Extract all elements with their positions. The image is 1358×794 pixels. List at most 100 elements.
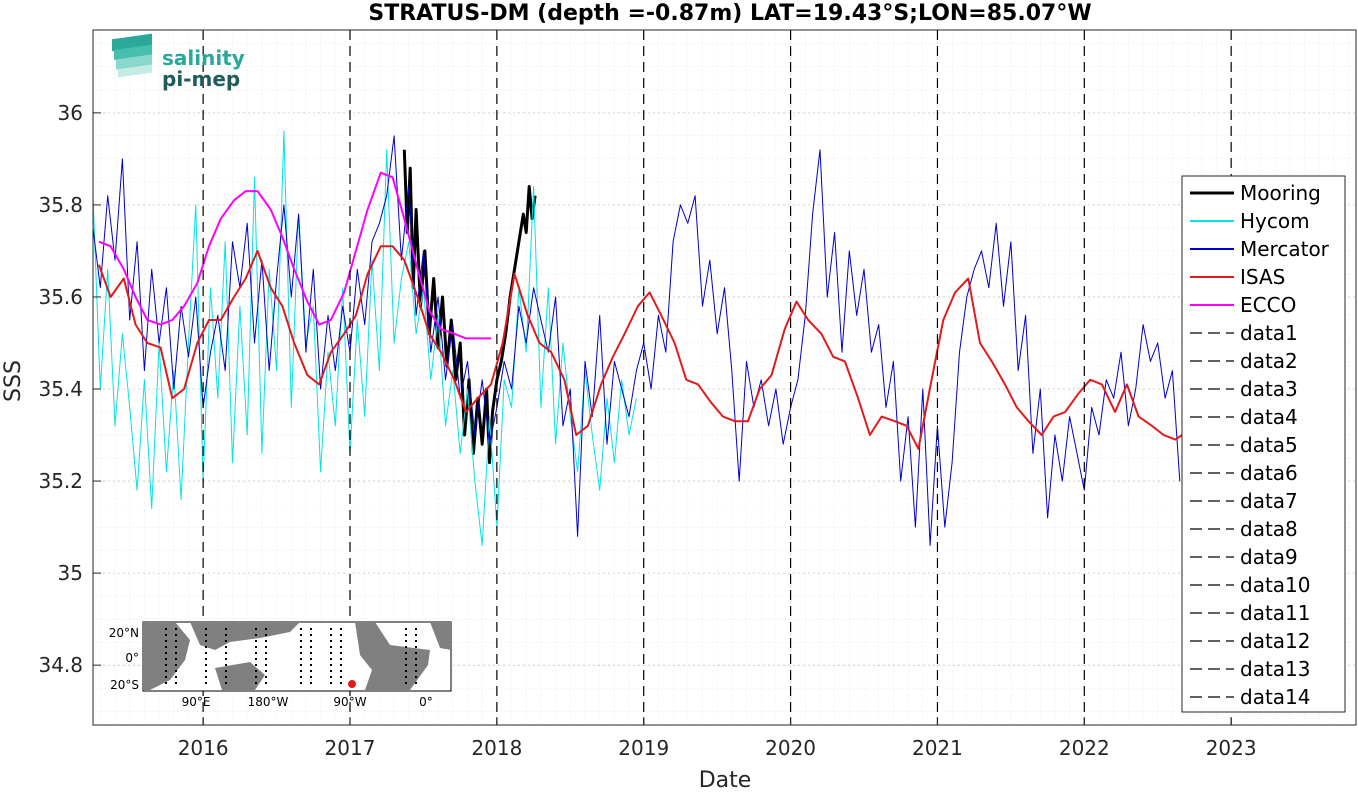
inset-dot xyxy=(265,658,267,660)
inset-dot xyxy=(310,640,312,642)
inset-dot xyxy=(265,634,267,636)
inset-land-america xyxy=(355,622,430,690)
inset-dot xyxy=(225,640,227,642)
inset-dot xyxy=(300,664,302,666)
axes: 34.8 35 35.2 35.4 35.6 35.8 36 2016 2017 2018 2019… xyxy=(38,29,1357,760)
grid xyxy=(93,30,1356,725)
inset-dot xyxy=(165,670,167,672)
inset-dot xyxy=(205,682,207,684)
inset-dot xyxy=(265,640,267,642)
legend-label: ISAS xyxy=(1240,265,1285,289)
inset-dot xyxy=(225,646,227,648)
legend-item-mooring: Mooring xyxy=(1190,181,1321,205)
y-tick-label: 35 xyxy=(58,561,83,585)
inset-dot xyxy=(165,652,167,654)
legend-label: data9 xyxy=(1240,545,1298,569)
legend-label: data10 xyxy=(1240,573,1311,597)
inset-dot xyxy=(300,682,302,684)
inset-dot xyxy=(265,646,267,648)
legend-label: data6 xyxy=(1240,461,1298,485)
inset-dot xyxy=(340,658,342,660)
legend-item-data14: data14 xyxy=(1190,685,1311,709)
inset-dot xyxy=(330,664,332,666)
inset-dot xyxy=(265,652,267,654)
inset-dot xyxy=(415,676,417,678)
inset-dot xyxy=(205,658,207,660)
inset-dot xyxy=(300,640,302,642)
series-line-hycom xyxy=(92,130,637,546)
inset-dot xyxy=(205,676,207,678)
inset-dot xyxy=(175,682,177,684)
inset-dot xyxy=(165,640,167,642)
inset-dot xyxy=(405,682,407,684)
inset-dot xyxy=(330,634,332,636)
inset-dot xyxy=(175,652,177,654)
logo-line1: salinity xyxy=(162,46,245,70)
inset-dot xyxy=(330,652,332,654)
inset-dot xyxy=(225,628,227,630)
inset-dot xyxy=(415,652,417,654)
inset-land-asia xyxy=(190,622,300,650)
inset-ylabel-0: 0° xyxy=(125,651,139,665)
legend-label: data1 xyxy=(1240,321,1298,345)
inset-dot xyxy=(300,676,302,678)
inset-dot xyxy=(165,658,167,660)
inset-dot xyxy=(415,634,417,636)
x-tick-label: 2016 xyxy=(178,736,229,760)
legend-item-data10: data10 xyxy=(1190,573,1311,597)
inset-dot xyxy=(340,646,342,648)
inset-dot xyxy=(405,628,407,630)
inset-dot xyxy=(255,634,257,636)
x-tick-label: 2023 xyxy=(1206,736,1257,760)
series-line-isas xyxy=(97,245,1190,450)
inset-land-australia xyxy=(215,662,265,690)
inset-dot xyxy=(405,670,407,672)
legend-label: data12 xyxy=(1240,629,1311,653)
legend-label: Mercator xyxy=(1240,237,1330,261)
inset-dot xyxy=(165,664,167,666)
plot-frame xyxy=(92,29,1357,726)
inset-dot xyxy=(300,634,302,636)
legend: Mooring Hycom Mercator ISAS ECCO data1 data2 da… xyxy=(1181,175,1346,713)
inset-dot xyxy=(255,682,257,684)
legend-label: data4 xyxy=(1240,405,1298,429)
legend-label: data11 xyxy=(1240,601,1311,625)
inset-dot xyxy=(310,676,312,678)
salinity-pi-mep-logo: salinity pi-mep xyxy=(112,33,245,91)
inset-dot xyxy=(175,658,177,660)
inset-dot xyxy=(330,670,332,672)
inset-dot xyxy=(300,646,302,648)
inset-dot xyxy=(330,628,332,630)
inset-dot xyxy=(300,628,302,630)
inset-dot xyxy=(340,682,342,684)
inset-dot xyxy=(205,628,207,630)
inset-dot xyxy=(225,676,227,678)
inset-dot xyxy=(340,652,342,654)
inset-dot xyxy=(310,628,312,630)
legend-item-data12: data12 xyxy=(1190,629,1311,653)
inset-dot xyxy=(415,670,417,672)
legend-label: data14 xyxy=(1240,685,1311,709)
inset-location-marker xyxy=(348,680,356,688)
legend-label: ECCO xyxy=(1240,293,1296,317)
inset-dot xyxy=(165,646,167,648)
legend-label: data3 xyxy=(1240,377,1298,401)
inset-dot xyxy=(175,676,177,678)
series-line-mercator xyxy=(92,135,1181,546)
x-tick-label: 2022 xyxy=(1059,736,1110,760)
chart-title: STRATUS-DM (depth =-0.87m) LAT=19.43°S;L… xyxy=(368,1,1091,26)
series-layer xyxy=(92,30,1232,725)
inset-dot xyxy=(405,640,407,642)
inset-xlabel-0: 0° xyxy=(419,695,433,709)
inset-dot xyxy=(310,658,312,660)
legend-label: data7 xyxy=(1240,489,1298,513)
inset-dot xyxy=(415,658,417,660)
inset-dot xyxy=(310,634,312,636)
inset-dot xyxy=(265,676,267,678)
inset-dot xyxy=(165,676,167,678)
inset-dot xyxy=(265,682,267,684)
legend-label: data2 xyxy=(1240,349,1298,373)
inset-dot xyxy=(340,634,342,636)
inset-dot xyxy=(405,676,407,678)
